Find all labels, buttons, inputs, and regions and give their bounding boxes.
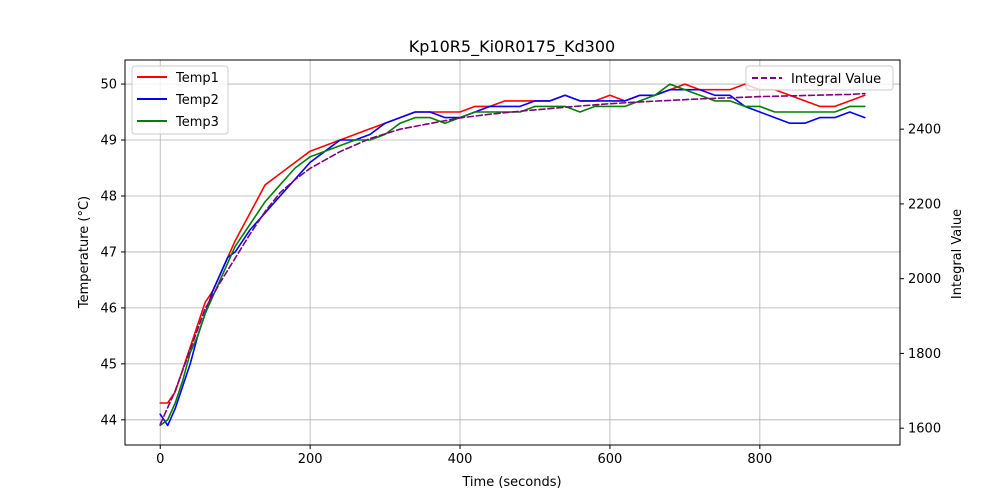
y-tick-label: 45 — [100, 357, 117, 372]
y-tick-label: 49 — [100, 134, 117, 149]
legend-left-box — [131, 65, 229, 135]
y-tick-label: 44 — [100, 413, 117, 428]
y2-tick-label: 2200 — [908, 197, 941, 212]
plot-frame — [124, 59, 901, 446]
legend-label-temp3: Temp3 — [175, 115, 219, 130]
grid-lines — [125, 60, 900, 445]
series-line-temp3 — [159, 83, 866, 427]
series-layer — [159, 83, 866, 427]
y2-axis-label: Integral Value — [950, 209, 965, 299]
y2-tick-label: 1800 — [908, 347, 941, 362]
y2-tick-label: 2000 — [908, 272, 941, 287]
x-tick-label: 400 — [448, 452, 473, 467]
x-tick-label: 200 — [298, 452, 323, 467]
y-tick-label: 47 — [100, 245, 117, 260]
y-tick-label: 46 — [100, 301, 117, 316]
chart-title: Kp10R5_Ki0R0175_Kd300 — [409, 37, 615, 57]
legend-label-integral-value: Integral Value — [791, 72, 881, 87]
legend-label-temp2: Temp2 — [175, 93, 219, 108]
y2-tick-label: 1600 — [908, 422, 941, 437]
series-line-integral-value — [159, 92, 866, 426]
y-axis-ticks: 44 45 46 47 48 49 50 — [100, 78, 125, 428]
y-tick-label: 50 — [100, 78, 117, 93]
legend-label-temp1: Temp1 — [175, 71, 219, 86]
legend-right: Integral Value — [745, 65, 894, 91]
legend-right-box — [745, 65, 894, 91]
y-axis-label: Temperature (°C) — [77, 196, 92, 309]
y2-axis-ticks: 1600 1800 2000 2200 2400 — [900, 123, 941, 437]
x-axis-ticks: 0 200 400 600 800 — [156, 445, 772, 467]
x-tick-label: 600 — [598, 452, 623, 467]
legend-left: Temp1 Temp2 Temp3 — [131, 65, 229, 135]
y2-tick-label: 2400 — [908, 123, 941, 138]
y-tick-label: 48 — [100, 189, 117, 204]
x-axis-label: Time (seconds) — [461, 475, 561, 490]
x-tick-label: 0 — [156, 452, 164, 467]
x-tick-label: 800 — [747, 452, 772, 467]
